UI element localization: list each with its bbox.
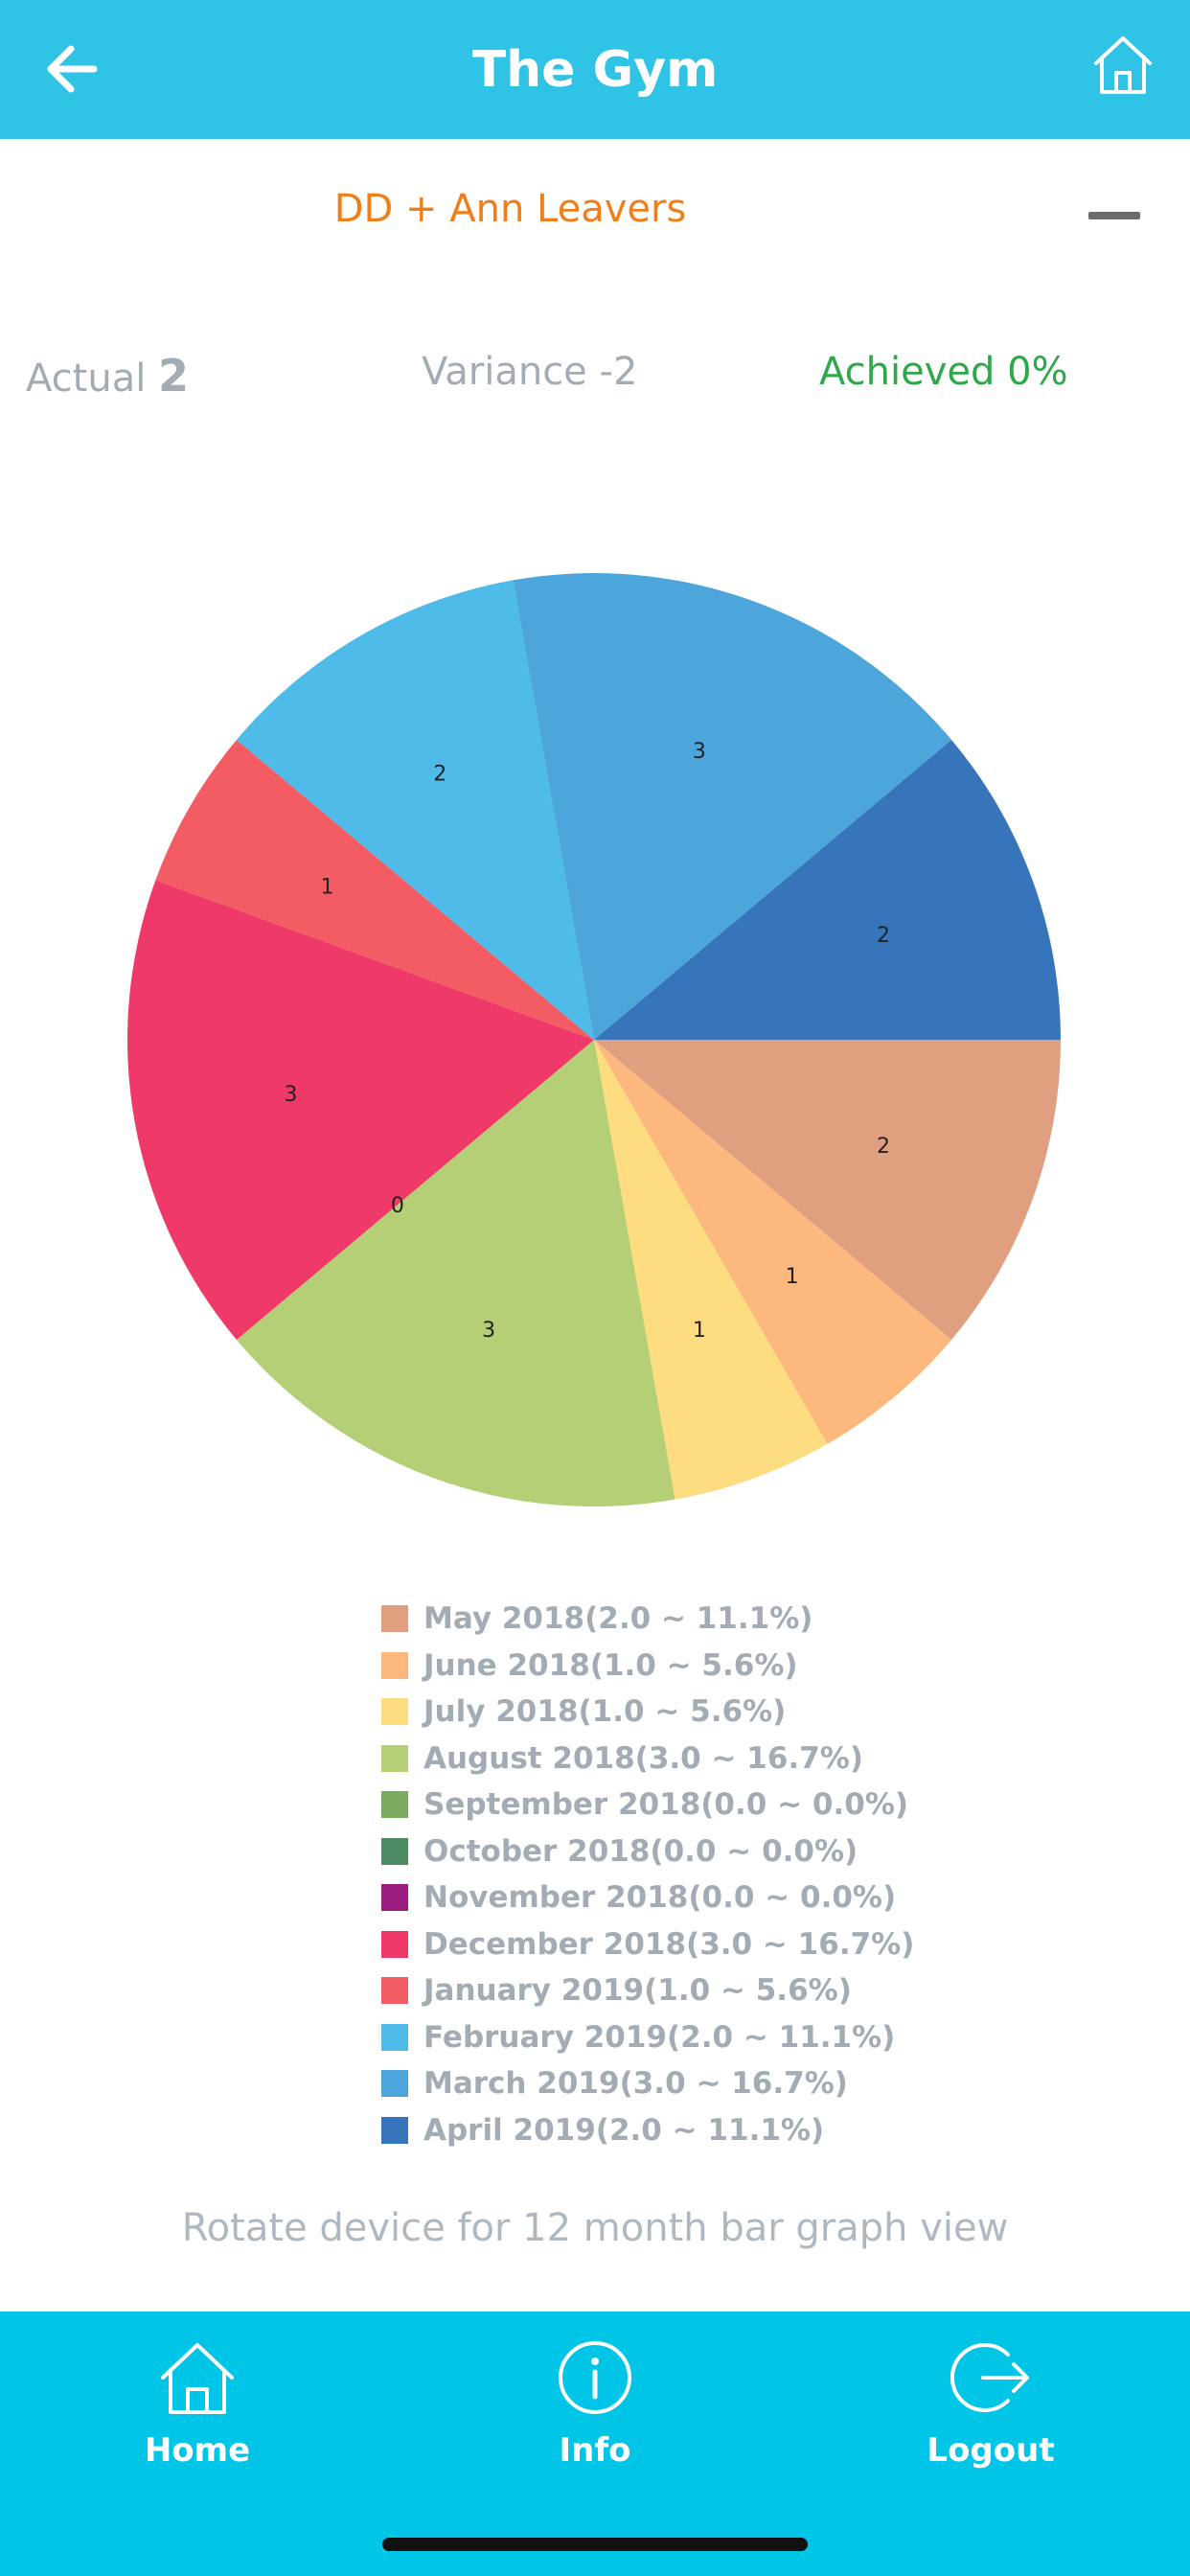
legend-swatch [381, 1698, 408, 1726]
legend-label: August 2018(3.0 ~ 16.7%) [423, 1740, 864, 1776]
pie-slice[interactable] [594, 1040, 952, 1444]
legend-label: June 2018(1.0 ~ 5.6%) [423, 1647, 798, 1683]
legend-item: September 2018(0.0 ~ 0.0%) [381, 1782, 914, 1828]
legend-swatch [381, 1791, 408, 1819]
legend-swatch [381, 1744, 408, 1772]
actual-label: Actual [26, 356, 147, 401]
pie-data-label: 0 [391, 1194, 404, 1218]
info-icon [559, 2341, 631, 2414]
pie-data-label: 1 [693, 1319, 706, 1343]
tab-home[interactable]: Home [92, 2335, 303, 2489]
pie-slice[interactable] [127, 880, 594, 1341]
legend-swatch [381, 1605, 408, 1633]
pie-slice[interactable] [594, 1040, 1061, 1341]
legend-item: May 2018(2.0 ~ 11.1%) [381, 1596, 914, 1643]
legend-label: March 2019(3.0 ~ 16.7%) [423, 2066, 848, 2102]
pie-slice[interactable] [155, 739, 594, 1040]
collapse-button[interactable] [1088, 212, 1140, 219]
legend-label: May 2018(2.0 ~ 11.1%) [423, 1601, 813, 1637]
logout-icon [950, 2343, 1029, 2412]
home-indicator [382, 2538, 808, 2551]
legend-item: November 2018(0.0 ~ 0.0%) [381, 1874, 914, 1921]
legend-label: December 2018(3.0 ~ 16.7%) [423, 1926, 915, 1962]
legend-swatch [381, 1884, 408, 1912]
pie-slice[interactable] [513, 573, 952, 1040]
pie-slice[interactable] [594, 739, 1061, 1040]
legend-item: June 2018(1.0 ~ 5.6%) [381, 1643, 914, 1690]
pie-data-label: 1 [321, 875, 334, 899]
legend-item: March 2019(3.0 ~ 16.7%) [381, 2060, 914, 2107]
legend-item: July 2018(1.0 ~ 5.6%) [381, 1689, 914, 1736]
legend-item: April 2019(2.0 ~ 11.1%) [381, 2107, 914, 2154]
tab-bar: Home Info Logout [0, 2312, 1190, 2576]
legend-item: August 2018(3.0 ~ 16.7%) [381, 1736, 914, 1782]
page-title: The Gym [471, 40, 719, 99]
home-icon [1094, 36, 1152, 94]
back-button[interactable] [38, 36, 115, 102]
legend-label: September 2018(0.0 ~ 0.0%) [423, 1787, 909, 1823]
pie-data-label: 3 [693, 740, 706, 764]
pie-slice[interactable] [236, 1040, 675, 1506]
pie-slice[interactable] [236, 580, 595, 1040]
pie-data-label: 3 [482, 1319, 495, 1343]
legend-swatch [381, 1837, 408, 1865]
pie-data-label: 2 [433, 763, 446, 787]
legend-label: January 2019(1.0 ~ 5.6%) [423, 1973, 852, 2009]
pie-data-label: 2 [877, 924, 890, 948]
legend-label: July 2018(1.0 ~ 5.6%) [423, 1694, 787, 1730]
achieved-stat: Achieved 0% [819, 350, 1068, 394]
legend-swatch [381, 2070, 408, 2098]
legend-label: October 2018(0.0 ~ 0.0%) [423, 1833, 858, 1869]
pie-data-label: 1 [786, 1265, 799, 1289]
arrow-left-icon [47, 45, 98, 93]
legend-swatch [381, 1651, 408, 1679]
legend-label: February 2019(2.0 ~ 11.1%) [423, 2019, 896, 2055]
legend-item: February 2019(2.0 ~ 11.1%) [381, 2014, 914, 2061]
legend-swatch [381, 1977, 408, 2005]
chart-legend: May 2018(2.0 ~ 11.1%) June 2018(1.0 ~ 5.6… [381, 1596, 914, 2153]
tab-home-label: Home [144, 2431, 251, 2470]
tab-logout-label: Logout [927, 2431, 1055, 2470]
pie-data-label: 3 [284, 1083, 297, 1107]
actual-value: 2 [158, 350, 190, 402]
tab-logout[interactable]: Logout [885, 2335, 1096, 2489]
pie-slice[interactable] [594, 1040, 828, 1500]
tab-info[interactable]: Info [490, 2335, 700, 2489]
legend-label: November 2018(0.0 ~ 0.0%) [423, 1880, 897, 1916]
legend-swatch [381, 2116, 408, 2144]
rotate-hint: Rotate device for 12 month bar graph vie… [181, 2206, 1009, 2250]
section-title: DD + Ann Leavers [333, 187, 687, 231]
tab-info-label: Info [559, 2431, 631, 2470]
actual-stat: Actual 2 [26, 350, 189, 402]
legend-item: December 2018(3.0 ~ 16.7%) [381, 1921, 914, 1968]
legend-item: January 2019(1.0 ~ 5.6%) [381, 1967, 914, 2014]
variance-stat: Variance -2 [422, 350, 638, 394]
pie-data-label: 2 [877, 1135, 890, 1159]
home-button[interactable] [1085, 27, 1161, 104]
legend-item: October 2018(0.0 ~ 0.0%) [381, 1828, 914, 1875]
home-icon [161, 2343, 234, 2414]
legend-label: April 2019(2.0 ~ 11.1%) [423, 2112, 825, 2148]
legend-swatch [381, 1930, 408, 1958]
legend-swatch [381, 2023, 408, 2051]
app-header: The Gym [0, 0, 1190, 139]
pie-chart: 2 1 1 3 0 3 1 2 3 2 [127, 573, 1061, 1506]
